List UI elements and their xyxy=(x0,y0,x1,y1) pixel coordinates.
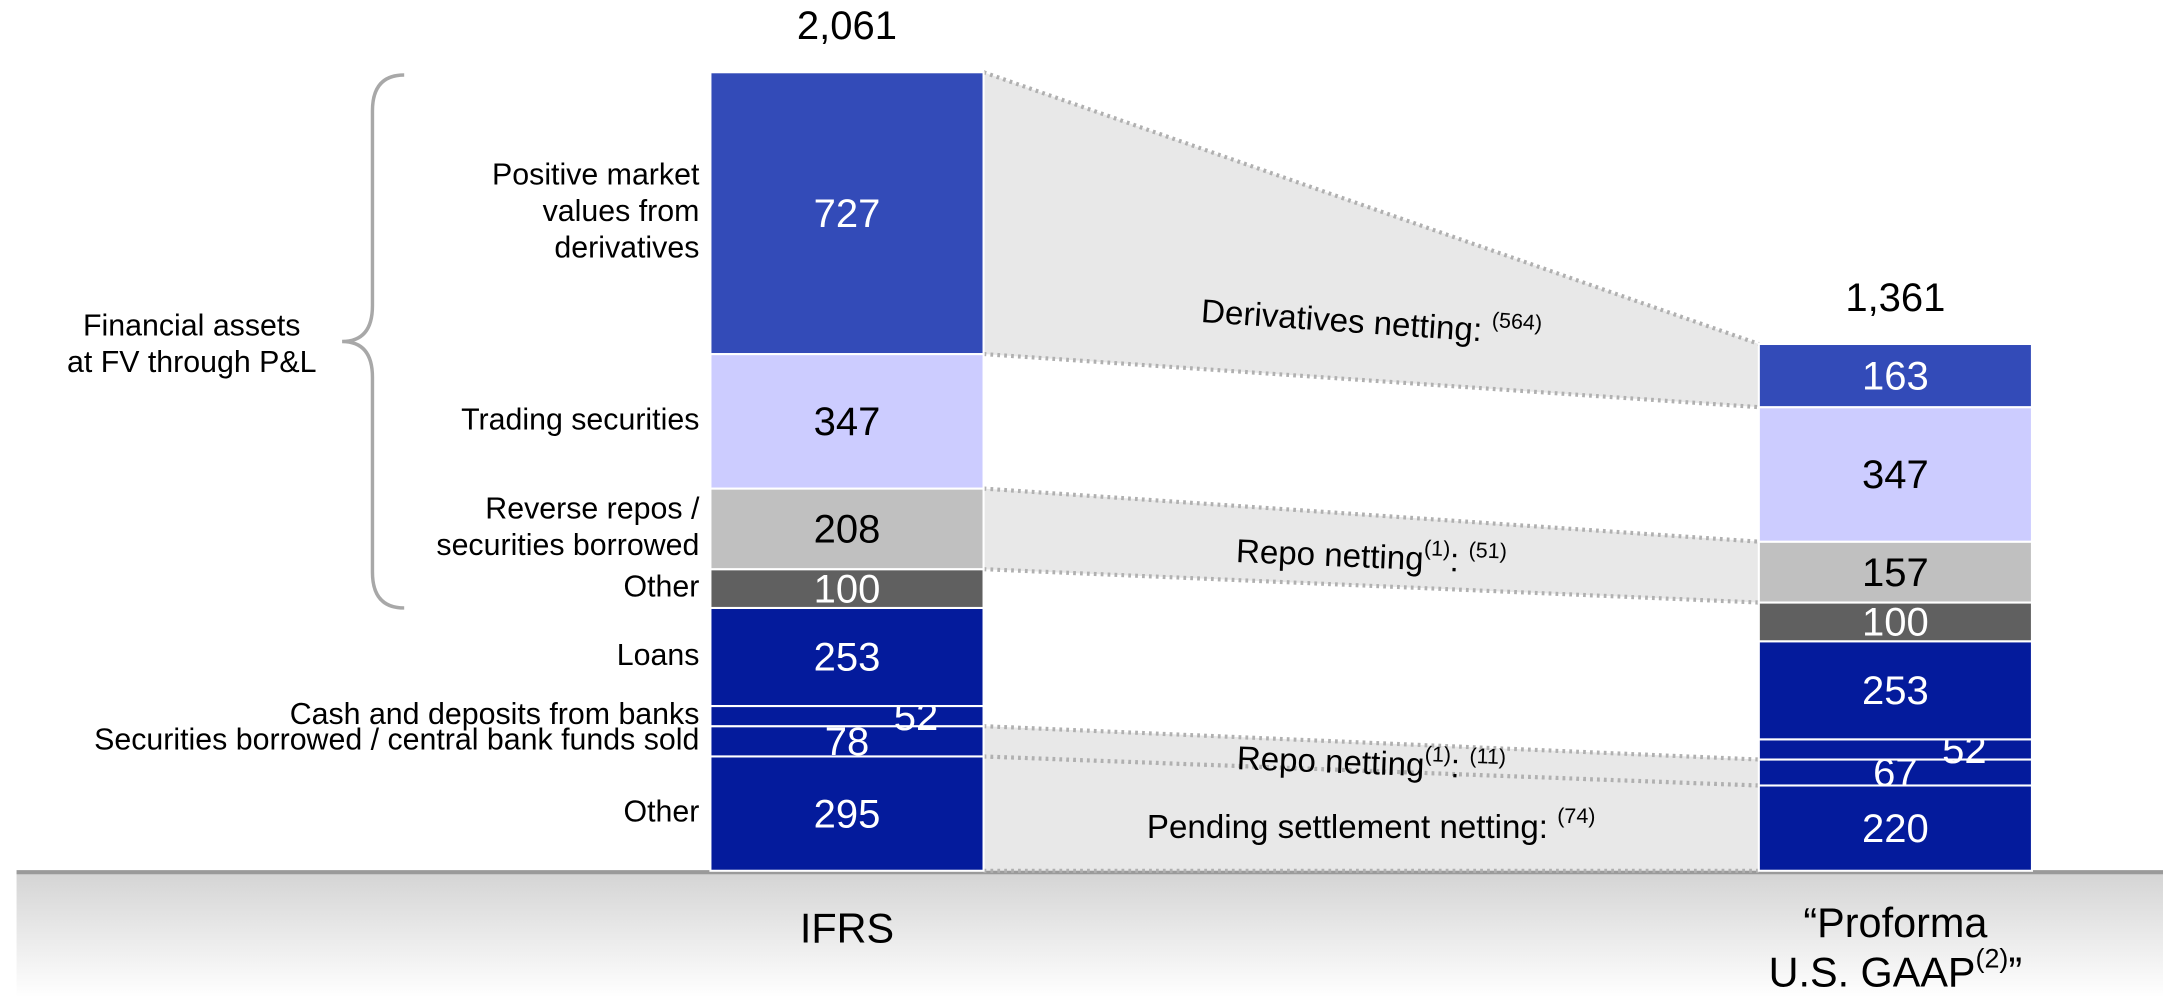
bar-segment xyxy=(709,568,985,609)
bar-segment xyxy=(709,606,985,708)
floor xyxy=(16,872,2163,998)
series-name: Other xyxy=(624,796,700,829)
netting-edge xyxy=(983,351,1759,410)
bar-segment xyxy=(709,725,985,758)
series-name: Cash and deposits from banks xyxy=(290,698,700,731)
value-label: 347 xyxy=(1862,453,1929,497)
category-label: “Proforma U.S. GAAP(2)” xyxy=(1769,900,2023,996)
value-label: 295 xyxy=(814,792,881,836)
value-label: 347 xyxy=(814,400,881,444)
netting-edge xyxy=(983,724,1759,762)
bar-segment xyxy=(709,487,985,571)
value-label: 208 xyxy=(814,507,881,551)
value-label: 727 xyxy=(814,191,881,235)
series-name: Other xyxy=(624,571,700,604)
series-name: Positive market values from derivatives xyxy=(492,159,700,265)
bar-segment xyxy=(709,71,985,356)
value-label: 100 xyxy=(1862,600,1929,644)
value-label: 220 xyxy=(1862,806,1929,850)
netting-edge xyxy=(983,567,1759,605)
netting-label: Repo netting(1): (51) xyxy=(1235,528,1507,582)
bar-segment xyxy=(1757,784,2033,872)
netting-band xyxy=(983,726,1759,786)
netting-band xyxy=(983,488,1759,603)
series-name: Loans xyxy=(617,639,700,672)
series-name: Reverse repos / securities borrowed xyxy=(436,493,700,562)
bar-segment xyxy=(709,755,985,872)
value-label: 253 xyxy=(1862,669,1929,713)
bar-segment xyxy=(709,704,985,728)
netting-label: Repo netting(1): (11) xyxy=(1236,735,1506,787)
value-label: 253 xyxy=(814,635,881,679)
total-label: 2,061 xyxy=(797,4,897,48)
bar-segment xyxy=(709,353,985,490)
bar-segment xyxy=(1757,738,2033,761)
total-label: 1,361 xyxy=(1845,275,1945,319)
category-label: IFRS xyxy=(800,905,894,951)
group-label: Financial assets at FV through P&L xyxy=(67,309,317,378)
netting-edge xyxy=(983,754,1759,788)
bar-segment xyxy=(1757,758,2033,787)
value-label: 157 xyxy=(1862,550,1929,594)
netting-edge xyxy=(983,486,1759,544)
value-label: 163 xyxy=(1862,354,1929,398)
bar-segment xyxy=(1757,640,2033,741)
bar-segment xyxy=(1757,342,2033,409)
netting-band xyxy=(983,756,1759,871)
netting-band xyxy=(983,72,1759,408)
value-label: 100 xyxy=(814,567,881,611)
bar-segment xyxy=(1757,406,2033,543)
series-name: Trading securities xyxy=(461,403,699,436)
netting-edge xyxy=(982,70,1760,346)
brace xyxy=(342,73,405,610)
series-name: Securities borrowed / central bank funds… xyxy=(94,723,699,756)
bar-segment xyxy=(1757,601,2033,643)
netting-label: Pending settlement netting: (74) xyxy=(1147,804,1596,846)
